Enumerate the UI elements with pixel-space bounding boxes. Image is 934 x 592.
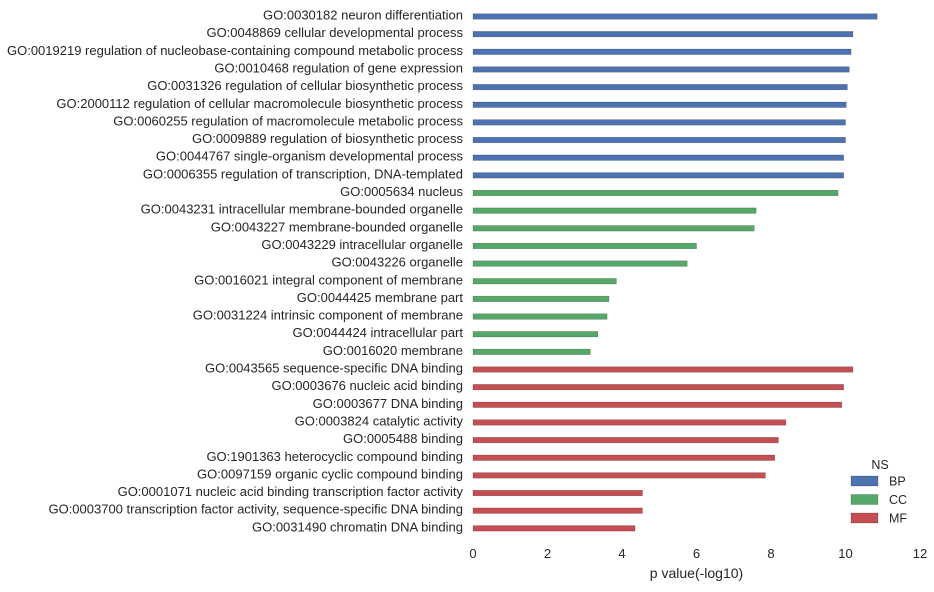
category-label: GO:0060255 regulation of macromolecule m…: [113, 113, 463, 128]
category-label: GO:0043229 intracellular organelle: [261, 237, 463, 252]
category-label: GO:0031490 chromatin DNA binding: [252, 519, 463, 534]
bar: [472, 190, 839, 196]
category-label: GO:0044425 membrane part: [297, 290, 464, 305]
category-label: GO:2000112 regulation of cellular macrom…: [56, 96, 463, 111]
category-label: GO:0001071 nucleic acid binding transcri…: [118, 484, 464, 499]
category-label: GO:0043226 organelle: [331, 255, 463, 270]
legend-label: BP: [889, 475, 906, 489]
bar: [472, 137, 846, 144]
legend-swatch: [850, 512, 879, 524]
bar: [472, 48, 852, 55]
category-label: GO:0097159 organic cyclic compound bindi…: [197, 466, 463, 481]
category-label: GO:0005634 nucleus: [340, 184, 463, 199]
category-label: GO:0044424 intracellular part: [292, 325, 463, 340]
bar: [472, 490, 643, 497]
bar: [472, 401, 843, 408]
bar: [472, 242, 697, 249]
legend-swatch: [850, 475, 879, 487]
category-label: GO:0031224 intrinsic component of membra…: [193, 308, 463, 323]
x-tick-label: 8: [767, 546, 774, 561]
category-label: GO:0031326 regulation of cellular biosyn…: [147, 78, 463, 93]
category-label: GO:0019219 regulation of nucleobase-cont…: [7, 43, 464, 58]
legend-label: CC: [889, 493, 907, 507]
legend-swatch: [850, 494, 879, 505]
bar: [472, 225, 755, 232]
bar: [472, 295, 610, 302]
category-label: GO:0016021 integral component of membran…: [194, 272, 463, 287]
bars-group: [472, 13, 878, 532]
bar: [472, 331, 599, 338]
category-labels-group: GO:0030182 neuron differentiation GO:0048…: [7, 8, 464, 535]
category-label: GO:0044767 single-organism developmental…: [156, 149, 464, 164]
x-axis-label: p value(-log10): [650, 565, 743, 581]
category-label: GO:0009889 regulation of biosynthetic pr…: [192, 131, 464, 146]
x-tick-label: 10: [838, 546, 852, 561]
bar: [472, 348, 591, 355]
category-label: GO:0048869 cellular developmental proces…: [206, 25, 463, 40]
bar: [472, 101, 847, 108]
bar: [472, 66, 850, 73]
category-label: GO:0043231 intracellular membrane-bounde…: [141, 202, 463, 217]
x-tick-label: 6: [693, 546, 700, 561]
bar: [472, 31, 854, 38]
bar: [472, 366, 854, 373]
bar: [472, 172, 844, 179]
bar: [472, 207, 757, 214]
x-tick-label: 12: [913, 546, 927, 561]
bar: [472, 525, 636, 532]
category-label: GO:0003824 catalytic activity: [295, 413, 464, 428]
bar: [472, 472, 766, 479]
bar: [472, 384, 844, 391]
bar: [472, 84, 848, 91]
bar: [472, 154, 844, 161]
x-tick-labels-group: 0 2 4 6 8 10 12: [469, 546, 927, 561]
bar: [472, 313, 608, 320]
category-label: GO:0003677 DNA binding: [313, 396, 463, 411]
bar: [472, 419, 787, 426]
bar: [472, 13, 878, 20]
category-label: GO:0016020 membrane: [323, 343, 463, 358]
category-label: GO:0003676 nucleic acid binding: [271, 378, 463, 393]
legend: NS BP CC MF: [850, 458, 907, 526]
bar: [472, 454, 775, 461]
bar: [472, 278, 617, 285]
bar: [472, 260, 688, 267]
category-label: GO:0043565 sequence-specific DNA binding: [205, 361, 463, 376]
category-label: GO:0005488 binding: [343, 431, 463, 446]
bar: [472, 437, 779, 444]
category-label: GO:0006355 regulation of transcription, …: [143, 166, 463, 181]
category-label: GO:0003700 transcription factor activity…: [48, 502, 463, 517]
category-label: GO:1901363 heterocyclic compound binding: [206, 449, 463, 464]
legend-title: NS: [871, 458, 888, 472]
category-label: GO:0043227 membrane-bounded organelle: [211, 219, 463, 234]
bar: [472, 507, 643, 514]
x-tick-label: 4: [618, 546, 625, 561]
x-tick-label: 2: [544, 546, 551, 561]
category-label: GO:0030182 neuron differentiation: [263, 8, 463, 23]
category-label: GO:0010468 regulation of gene expression: [214, 60, 463, 75]
x-tick-label: 0: [469, 546, 476, 561]
legend-label: MF: [889, 512, 907, 526]
bar: [472, 119, 846, 126]
